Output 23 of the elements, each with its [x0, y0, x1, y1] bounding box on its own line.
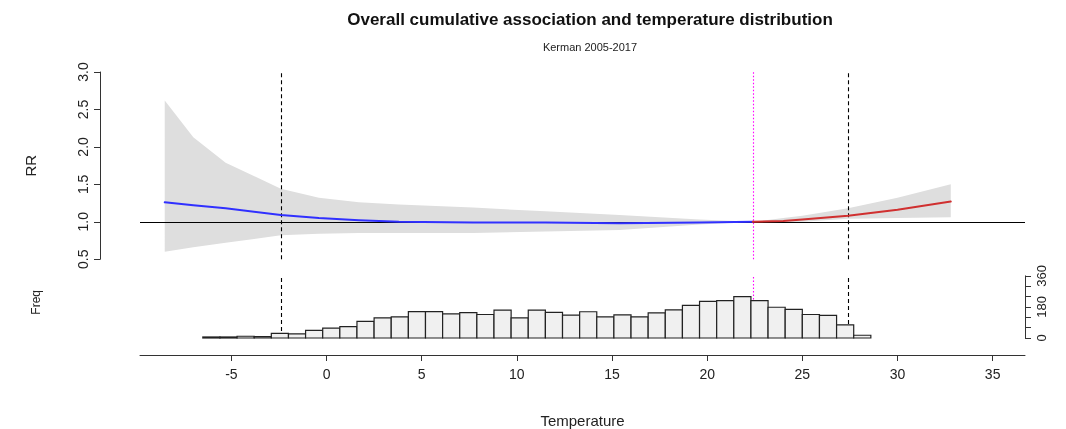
x-tick-label: 5	[417, 366, 426, 382]
y-tick-label: 1.5	[75, 174, 91, 195]
y-axis-title: Freq	[29, 289, 43, 315]
x-tick-label: 20	[699, 366, 716, 382]
y-tick-label: 0	[1034, 334, 1049, 342]
y-axis-title: RR	[22, 154, 39, 177]
chart-subtitle: Kerman 2005-2017	[542, 40, 638, 53]
chart-title: Overall cumulative association and temperature distribution	[347, 10, 833, 29]
x-tick-label: 35	[984, 366, 1001, 382]
y-tick-label: 0.5	[75, 249, 91, 269]
y-tick-label: 1.0	[75, 211, 91, 232]
x-tick-label: 0	[322, 366, 331, 382]
y-tick-label: 2.5	[75, 99, 91, 120]
x-tick-label: 15	[604, 366, 620, 382]
x-tick-label: -5	[225, 366, 238, 382]
x-tick-label: 30	[889, 366, 906, 382]
x-axis-title: Temperature	[540, 412, 625, 429]
y-tick-label: 3.0	[75, 62, 91, 82]
y-tick-label: 2.0	[75, 136, 91, 157]
y-tick-label: 360	[1034, 264, 1049, 287]
x-tick-label: 25	[794, 366, 811, 382]
y-tick-label: 180	[1034, 296, 1049, 318]
x-tick-label: 10	[509, 366, 525, 382]
